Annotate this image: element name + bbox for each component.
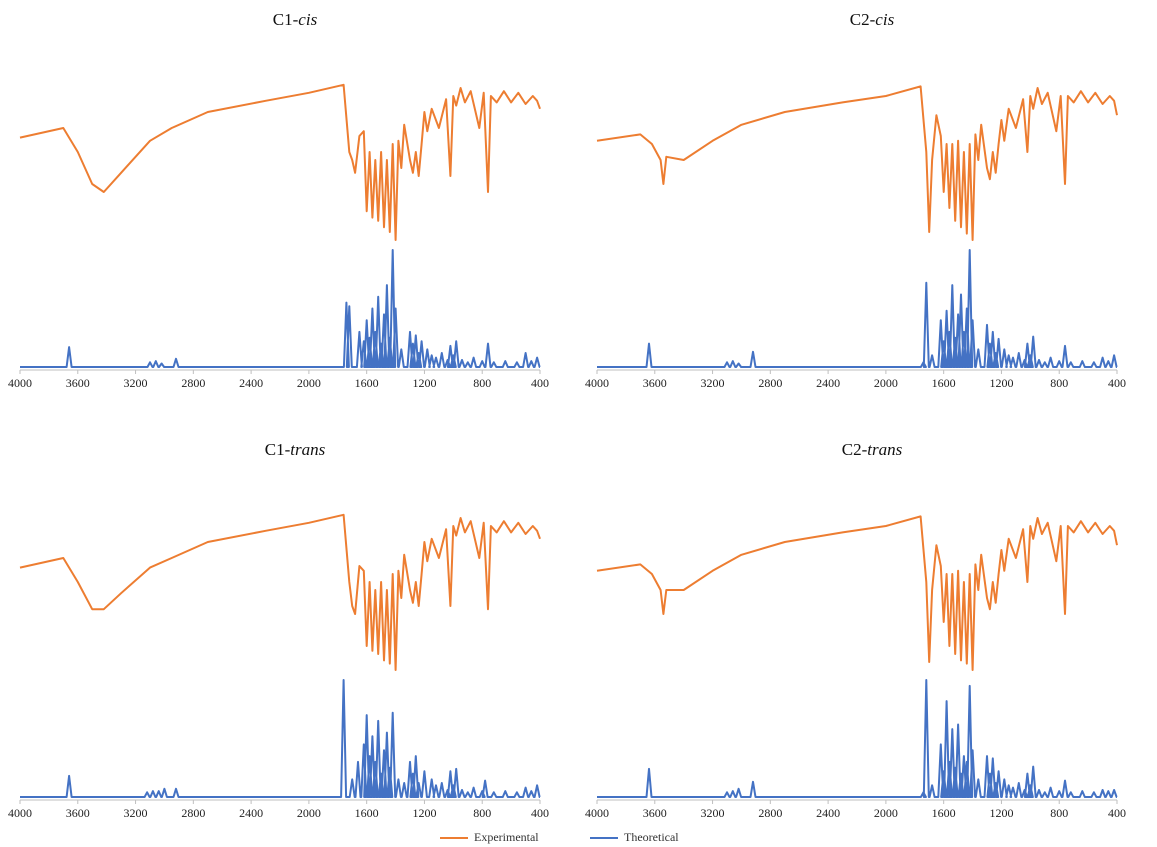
x-tick-label: 2800 <box>758 806 782 820</box>
series-line-theoretical <box>20 679 541 798</box>
x-tick-label: 3600 <box>643 376 667 390</box>
x-tick-label: 1600 <box>932 376 956 390</box>
series-line-theoretical <box>597 679 1118 798</box>
legend-item-theoretical: Theoretical <box>590 830 679 845</box>
chart-title-italic: trans <box>290 440 326 459</box>
x-tick-label: 1600 <box>932 806 956 820</box>
x-tick-label: 800 <box>1050 376 1068 390</box>
chart-panel-c1-trans: C1-trans 4000 3600 3200 2800 2400 2000 1600 120… <box>8 430 580 830</box>
spectrum-plot: 4000 3600 3200 2800 2400 2000 1600 1200 800 400 <box>585 85 1126 390</box>
x-tick-label: 1600 <box>355 376 379 390</box>
x-tick-label: 2400 <box>239 806 263 820</box>
x-tick-label: 4000 <box>8 376 32 390</box>
series-line-theoretical <box>597 249 1118 368</box>
chart-title-main: C1- <box>264 440 291 459</box>
x-tick-label: 3600 <box>643 806 667 820</box>
x-tick-label: 2400 <box>816 376 840 390</box>
x-tick-label: 400 <box>531 376 549 390</box>
legend-swatch-experimental <box>440 836 468 839</box>
series-line-experimental <box>19 513 541 671</box>
x-tick-label: 2000 <box>874 806 898 820</box>
legend-label-theoretical: Theoretical <box>624 830 679 844</box>
chart-title: C2-cis <box>587 10 1157 30</box>
x-tick-label: 3600 <box>66 376 90 390</box>
chart-panel-c2-cis: C2-cis 4000 3600 3200 2800 2400 2000 1600 1200 8… <box>585 0 1157 400</box>
x-tick-label: 2000 <box>874 376 898 390</box>
chart-title-main: C2- <box>841 440 868 459</box>
x-tick-label: 800 <box>473 376 491 390</box>
chart-title-italic: cis <box>875 10 895 29</box>
spectrum-plot: 4000 3600 3200 2800 2400 2000 1600 1200 800 400 <box>585 515 1126 820</box>
x-tick-label: 3200 <box>124 806 148 820</box>
x-tick-label: 400 <box>1108 376 1126 390</box>
x-tick-label: 1200 <box>412 806 436 820</box>
series-line-experimental <box>19 83 541 241</box>
x-tick-label: 800 <box>473 806 491 820</box>
x-tick-label: 3200 <box>124 376 148 390</box>
spectrum-plot: 4000 3600 3200 2800 2400 2000 1600 1200 800 400 <box>8 83 549 390</box>
chart-title: C1-trans <box>10 440 580 460</box>
x-tick-label: 1200 <box>989 806 1013 820</box>
x-tick-label: 1200 <box>412 376 436 390</box>
x-tick-label: 2800 <box>181 376 205 390</box>
chart-title: C2-trans <box>587 440 1157 460</box>
x-tick-label: 2400 <box>816 806 840 820</box>
legend-label-experimental: Experimental <box>474 830 539 844</box>
legend-swatch-theoretical <box>590 836 618 839</box>
x-tick-label: 3600 <box>66 806 90 820</box>
x-tick-label: 2000 <box>297 806 321 820</box>
legend-item-experimental: Experimental <box>440 830 539 845</box>
chart-title-main: C1- <box>272 10 299 29</box>
chart-title-italic: cis <box>298 10 318 29</box>
series-line-experimental <box>596 85 1118 241</box>
x-tick-label: 400 <box>1108 806 1126 820</box>
x-tick-label: 1600 <box>355 806 379 820</box>
x-tick-label: 2800 <box>758 376 782 390</box>
x-tick-label: 2400 <box>239 376 263 390</box>
x-tick-label: 4000 <box>585 376 609 390</box>
series-line-theoretical <box>20 249 541 368</box>
chart-panel-c2-trans: C2-trans 4000 3600 3200 2800 2400 2000 1600 120… <box>585 430 1157 830</box>
chart-title: C1-cis <box>10 10 580 30</box>
x-tick-label: 4000 <box>585 806 609 820</box>
chart-legend: Experimental Theoretical <box>440 830 760 846</box>
x-tick-label: 2000 <box>297 376 321 390</box>
x-tick-label: 3200 <box>701 806 725 820</box>
x-tick-label: 800 <box>1050 806 1068 820</box>
chart-title-italic: trans <box>867 440 903 459</box>
spectrum-plot: 4000 3600 3200 2800 2400 2000 1600 1200 800 400 <box>8 513 549 820</box>
x-tick-label: 4000 <box>8 806 32 820</box>
x-tick-label: 2800 <box>181 806 205 820</box>
chart-title-main: C2- <box>849 10 876 29</box>
x-tick-label: 400 <box>531 806 549 820</box>
series-line-experimental <box>596 515 1118 671</box>
chart-panel-c1-cis: C1-cis 4000 3600 3200 2800 2400 2000 1600 1200 8… <box>8 0 580 400</box>
x-tick-label: 1200 <box>989 376 1013 390</box>
x-tick-label: 3200 <box>701 376 725 390</box>
